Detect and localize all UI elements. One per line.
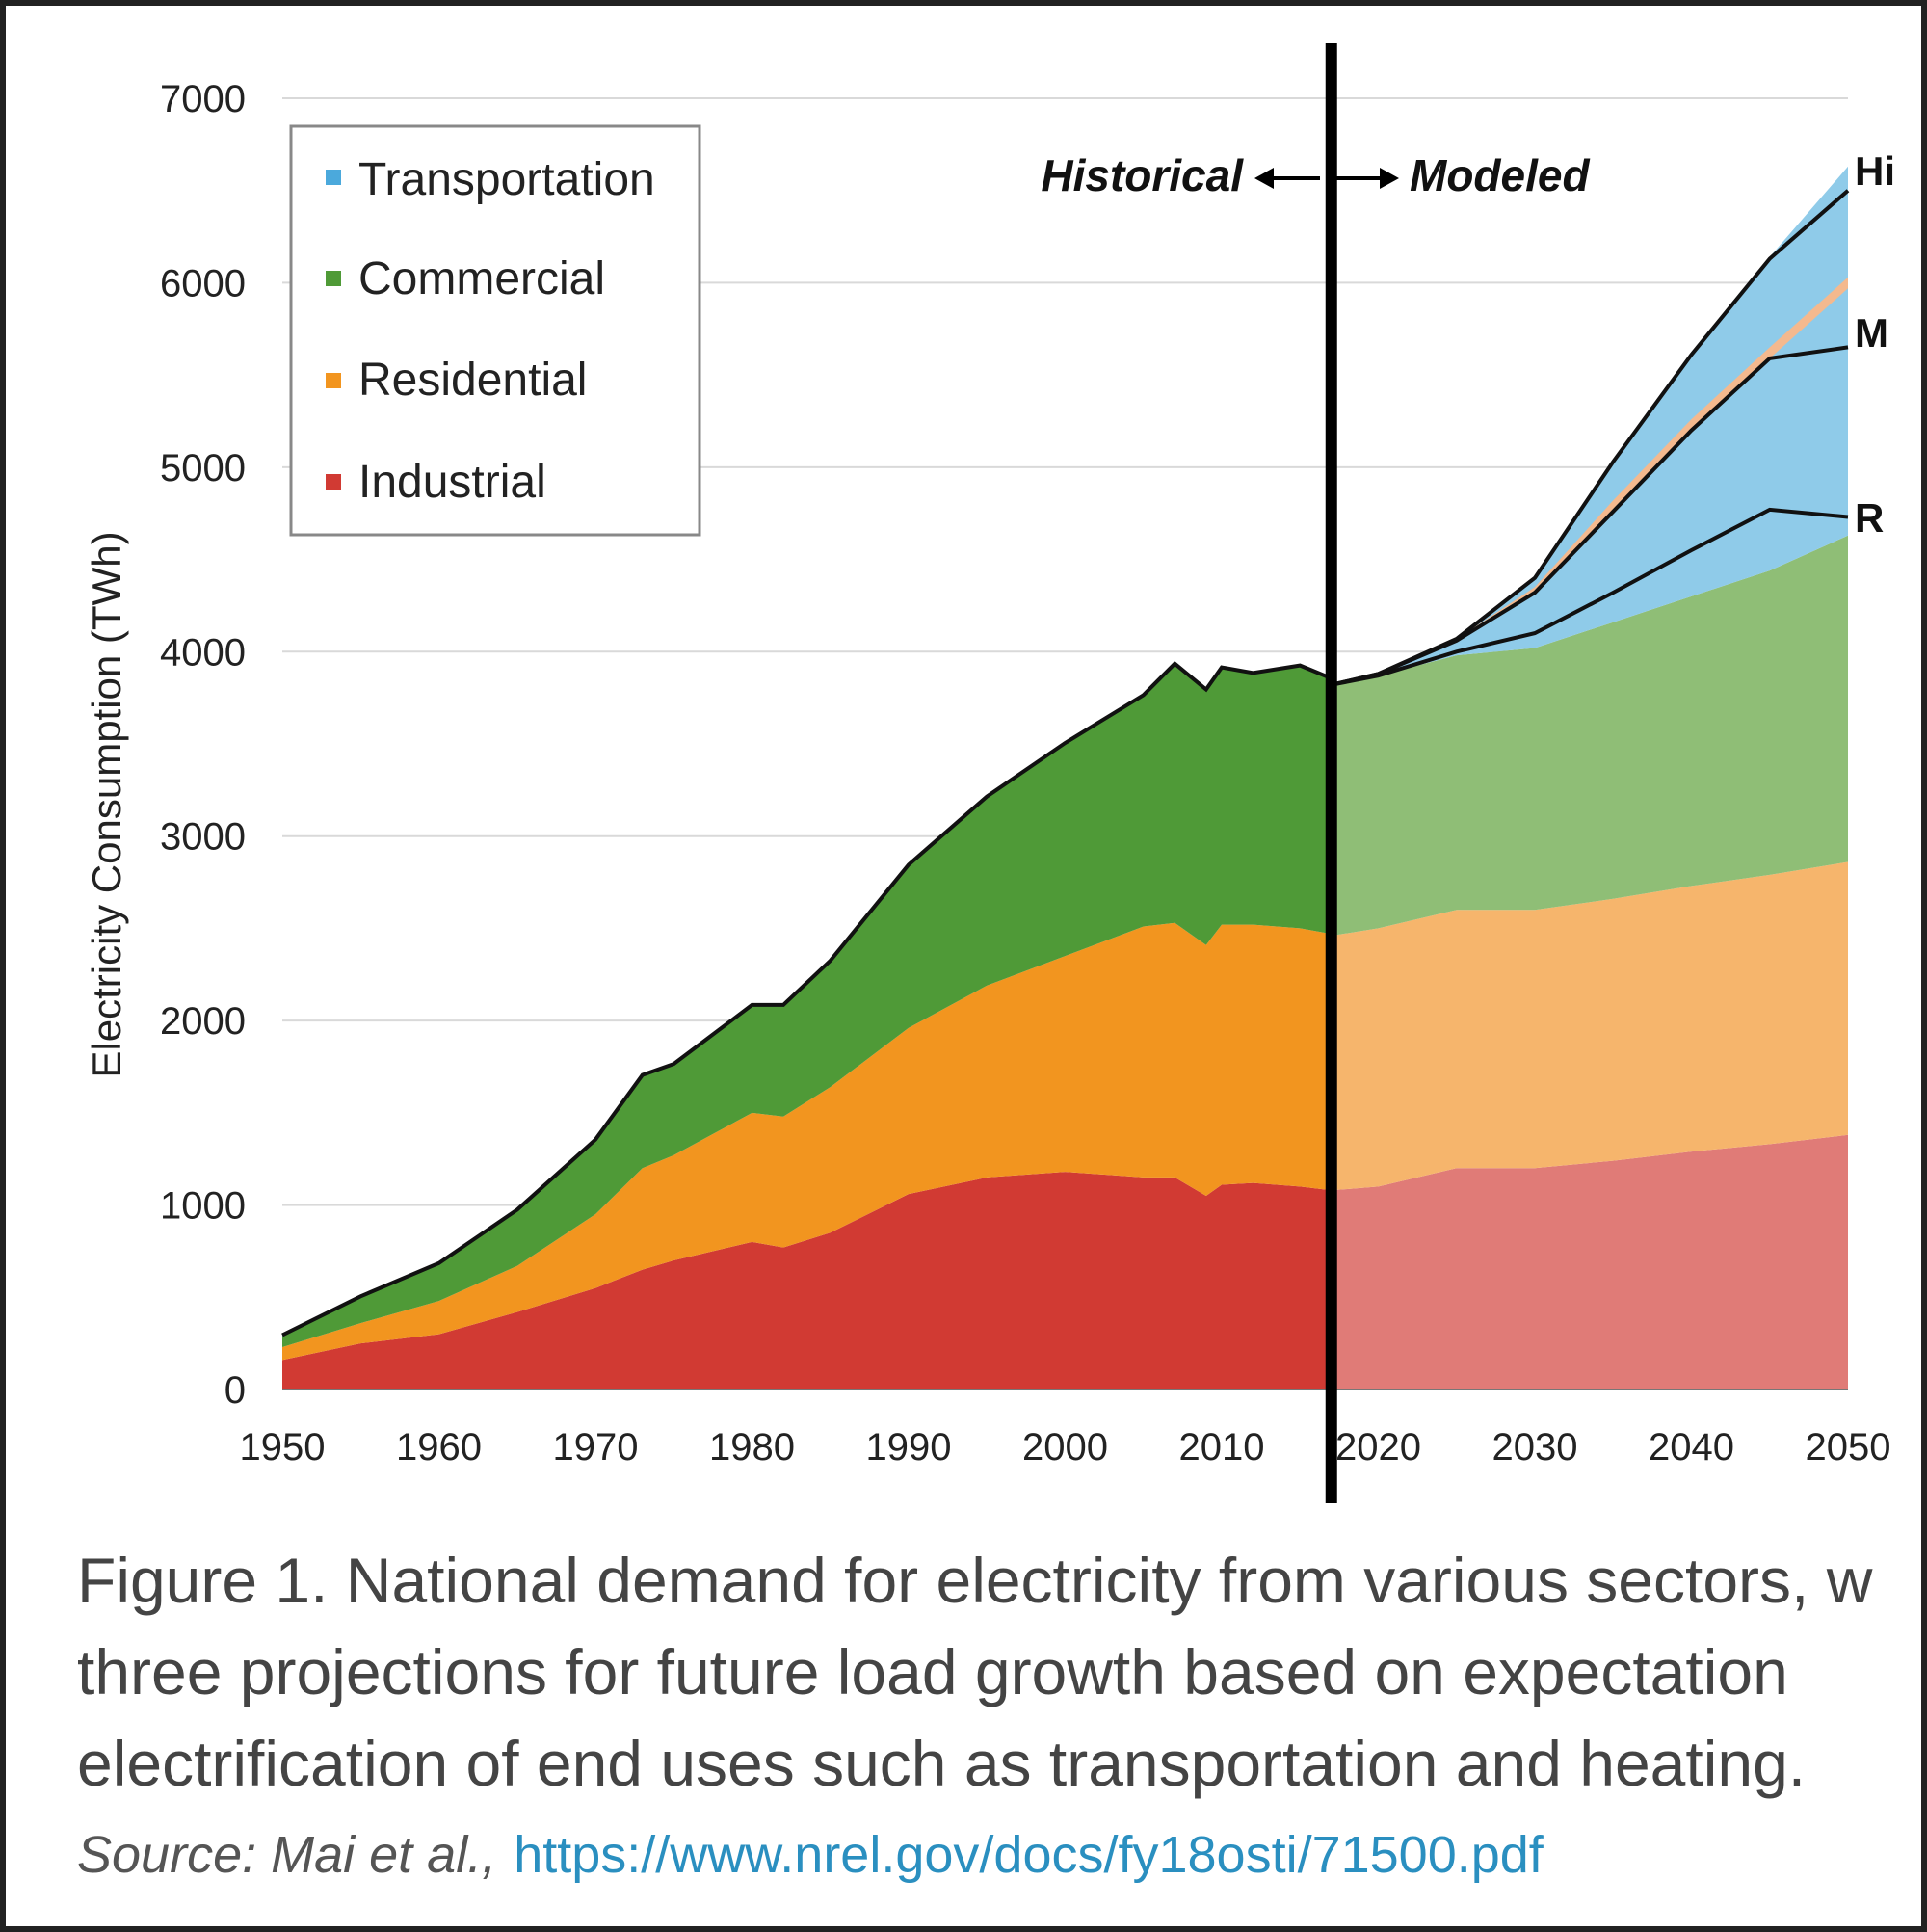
y-tick-label: 1000 [160,1185,246,1228]
caption-line-1: Figure 1. National demand for electricit… [77,1545,1873,1616]
legend: Transportation Commercial Residential In… [289,124,701,537]
x-tick-label: 2020 [1335,1426,1421,1469]
legend-label-residential: Residential [358,355,587,406]
historical-total-line [281,660,1333,1337]
x-tick-label: 2040 [1649,1426,1734,1469]
scenario-label-high: Hi [1855,148,1895,194]
caption-line-3: electrification of end uses such as tran… [77,1728,1806,1799]
legend-label-transportation: Transportation [358,154,655,205]
scenario-label-reference: R [1855,495,1884,541]
y-tick-label: 6000 [160,262,246,304]
legend-label-industrial: Industrial [358,457,546,508]
arrow-right-icon [1333,168,1399,189]
source-line: Source: Mai et al., https://www.nrel.gov… [77,1826,1544,1884]
x-tick-label: 1970 [553,1426,639,1469]
x-tick-label: 1980 [709,1426,795,1469]
legend-swatch-residential [326,373,341,388]
chart-areas [282,166,1848,1389]
legend-swatch-industrial [326,474,341,490]
legend-swatch-transportation [326,170,341,185]
area-industrial-historical [282,1172,1332,1389]
y-axis-label: Electricity Consumption (TWh) [84,531,129,1077]
y-tick-label: 7000 [160,78,246,120]
historical-annotation: Historical [1041,150,1244,200]
area-transportation-modeled [1331,166,1848,685]
scenario-line-high [1331,189,1850,687]
area-commercial-historical [282,664,1332,1347]
x-tick-label: 2000 [1022,1426,1108,1469]
area-commercial-modeled [1331,535,1848,937]
caption-line-2: three projections for future load growth… [77,1636,1788,1707]
source-link[interactable]: https://www.nrel.gov/docs/fy18osti/71500… [514,1826,1544,1884]
scenario-line-reference [1331,507,1849,687]
legend-swatch-commercial [326,271,341,286]
right-edge-mask [1896,6,1921,1923]
legend-label-commercial: Commercial [358,253,605,304]
arrow-left-icon [1254,168,1320,189]
legend-box [289,124,701,537]
x-tick-label: 1990 [866,1426,952,1469]
x-tick-label: 1960 [396,1426,482,1469]
y-tick-label: 5000 [160,447,246,490]
x-tick-label: 1950 [240,1426,326,1469]
scenario-label-medium: M [1855,310,1888,356]
y-tick-label: 0 [224,1369,246,1412]
chart-scenario-lines [281,189,1850,1337]
source-label: Source: Mai et al., [77,1826,496,1884]
x-tick-label: 2030 [1492,1426,1578,1469]
x-tick-label: 2010 [1179,1426,1265,1469]
x-axis-ticks: 1950 1960 1970 1980 1990 2000 2010 2020 2030 2040… [240,1426,1891,1469]
y-tick-label: 2000 [160,1000,246,1043]
y-tick-label: 4000 [160,631,246,674]
modeled-annotation: Modeled [1410,150,1590,200]
y-tick-label: 3000 [160,816,246,859]
area-residential-historical [282,922,1332,1361]
area-industrial-modeled [1331,1134,1848,1389]
x-tick-label: 2050 [1806,1426,1891,1469]
area-residential-modeled [1331,861,1848,1191]
y-axis-ticks: 0 1000 2000 3000 4000 5000 6000 7000 [160,78,246,1412]
